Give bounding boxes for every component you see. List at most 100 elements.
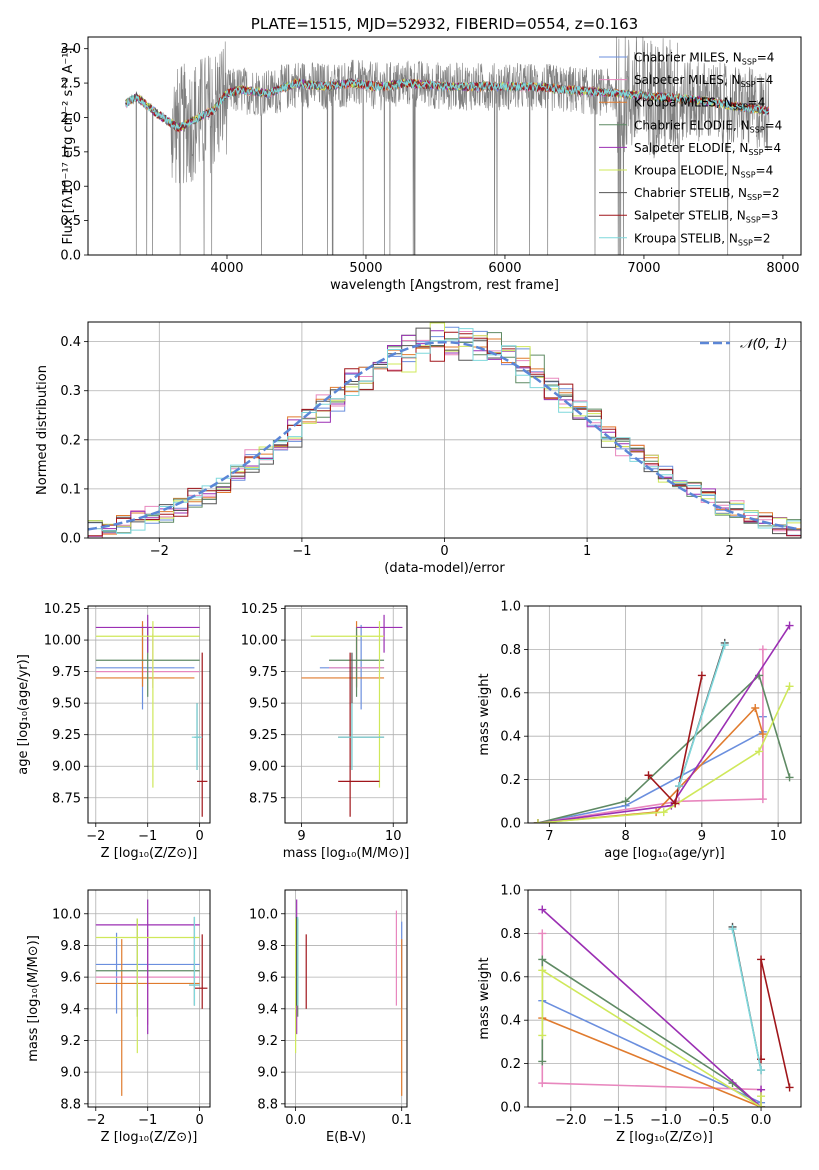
x-tick-label: 10 xyxy=(385,829,402,844)
axes-frame xyxy=(527,889,802,1108)
weight-marker xyxy=(538,966,547,975)
weight-marker xyxy=(757,1103,766,1107)
x-tick-label: 2 xyxy=(726,544,734,559)
legend-entry-subscript: SSP xyxy=(733,103,748,112)
y-tick-label: 10.0 xyxy=(52,907,81,922)
y-tick-label: 9.4 xyxy=(257,1002,278,1017)
y-tick-label: 9.75 xyxy=(249,665,278,680)
y-tick-label: 9.25 xyxy=(249,728,278,743)
x-tick-label: −1.0 xyxy=(650,1113,682,1128)
legend-entry-value: =4 xyxy=(765,118,783,132)
legend-entry-text: Salpeter ELODIE, N xyxy=(634,141,748,155)
y-tick-label: 0.0 xyxy=(500,1101,521,1116)
weight-marker xyxy=(755,747,764,756)
y-tick-label: 9.2 xyxy=(257,1034,278,1049)
weight-marker xyxy=(659,808,668,817)
y-tick-label: 10.25 xyxy=(44,602,81,617)
y-tick-label: 0.1 xyxy=(60,482,81,497)
weight-marker xyxy=(728,925,737,934)
x-tick-label: −2 xyxy=(86,1113,105,1128)
legend-entry-text: Salpeter STELIB, N xyxy=(634,209,746,223)
legend-entry-subscript: SSP xyxy=(746,216,761,225)
y-tick-label: 9.0 xyxy=(60,1066,81,1081)
weight-marker xyxy=(757,1092,766,1101)
legend-entry-subscript: SSP xyxy=(742,58,757,67)
grid-lines xyxy=(88,890,210,1107)
legend-entry-subscript: SSP xyxy=(741,171,756,180)
grid-lines xyxy=(528,605,801,824)
x-axis-label: E(B-V) xyxy=(326,1130,366,1145)
x-tick-label: −2 xyxy=(150,544,169,559)
x-axis-label: Z [log₁₀(Z/Z⊙)] xyxy=(616,1130,713,1145)
axes-frame xyxy=(527,605,802,824)
legend-entry: Salpeter ELODIE, NSSP=4 xyxy=(634,141,781,157)
mass-weight-vs-age-panel: 7 8 9 10 0.0 0.2 0.4 0.6 0.8 1.0 age [log₁₀(age/yr… xyxy=(477,600,802,861)
y-tick-label: 10.00 xyxy=(241,634,278,649)
weight-marker xyxy=(674,782,683,791)
legend-entry-value: =2 xyxy=(753,231,771,245)
weight-marker xyxy=(785,1083,794,1092)
plot-area xyxy=(533,621,794,823)
weight-marker xyxy=(751,703,760,712)
legend-entry: Kroupa STELIB, NSSP=2 xyxy=(634,231,771,247)
x-axis-label: (data-model)/error xyxy=(384,561,505,576)
legend-entry-text: Chabrier STELIB, N xyxy=(634,186,747,200)
weight-marker xyxy=(757,955,766,964)
gaussian-legend-label: 𝒩(0, 1) xyxy=(740,337,787,352)
mass-vs-metallicity-panel: −2 −1 0 8.8 9.0 9.2 9.4 9.6 9.8 10.0 Z [log₁₀(Z/Z⊙… xyxy=(26,889,211,1145)
legend-entry: Kroupa ELODIE, NSSP=4 xyxy=(634,164,773,180)
axes-frame xyxy=(87,889,211,1108)
y-tick-label: 9.6 xyxy=(257,971,278,986)
y-tick-label: 9.0 xyxy=(257,1066,278,1081)
y-tick-label: 2.5 xyxy=(60,77,81,92)
legend-entry-text: Salpeter MILES, N xyxy=(634,73,741,87)
x-tick-label: 6000 xyxy=(488,261,521,276)
weight-marker xyxy=(758,730,767,739)
plot-area xyxy=(95,899,208,1096)
x-tick-label: 10 xyxy=(770,829,787,844)
y-tick-label: 0.2 xyxy=(500,1057,521,1072)
y-tick-label: 0.8 xyxy=(500,643,521,658)
weight-marker xyxy=(538,955,547,964)
plot-area xyxy=(95,614,208,817)
legend-entry-value: =4 xyxy=(763,141,781,155)
weight-line xyxy=(537,673,791,823)
residual-histogram-panel: −2 −1 0 1 2 0.0 0.1 0.2 0.3 0.4 (data-model)/error… xyxy=(35,321,802,576)
x-tick-label: −2 xyxy=(86,829,105,844)
legend-entry-value: =4 xyxy=(756,164,774,178)
age-vs-mass-panel: 9 10 8.75 9.00 9.25 9.50 9.75 10.00 10.25 mass [l… xyxy=(241,602,409,861)
y-tick-label: 9.50 xyxy=(52,697,81,712)
x-tick-label: −1.5 xyxy=(603,1113,635,1128)
y-tick-label: 9.00 xyxy=(249,760,278,775)
y-tick-label: 9.6 xyxy=(60,971,81,986)
y-tick-label: 0.4 xyxy=(60,335,81,350)
weight-marker xyxy=(538,1057,547,1066)
x-tick-label: 0.0 xyxy=(285,1113,306,1128)
model-spectrum-line xyxy=(125,78,769,130)
axes-frame xyxy=(87,321,802,539)
y-tick-label: 1.0 xyxy=(500,884,521,899)
y-tick-label: 0.4 xyxy=(500,730,521,745)
y-tick-label: 3.0 xyxy=(60,42,81,57)
x-tick-label: 5000 xyxy=(349,261,382,276)
weight-marker xyxy=(758,795,767,804)
legend-entry-subscript: SSP xyxy=(738,238,753,247)
weight-marker xyxy=(720,641,729,650)
weight-line xyxy=(537,649,764,823)
weight-line xyxy=(541,1017,762,1107)
y-tick-label: 0.4 xyxy=(500,1014,521,1029)
weight-line xyxy=(541,908,762,1107)
legend-entry-subscript: SSP xyxy=(750,125,765,134)
plot-area xyxy=(538,905,794,1107)
weight-marker xyxy=(621,797,630,806)
weight-marker xyxy=(533,819,542,823)
y-tick-label: 0.0 xyxy=(500,817,521,832)
legend-entry-subscript: SSP xyxy=(747,193,762,202)
legend-entry-text: Chabrier ELODIE, N xyxy=(634,118,750,132)
spectrum-panel: 4000 5000 6000 7000 8000 0.0 0.5 1.0 1.5 2.0 2.5 3.… xyxy=(60,15,802,293)
weight-line xyxy=(537,685,791,823)
y-tick-label: 9.4 xyxy=(60,1002,81,1017)
chart-title: PLATE=1515, MJD=52932, FIBERID=0554, z=0… xyxy=(251,15,638,33)
y-tick-label: 9.75 xyxy=(52,665,81,680)
legend-entry-subscript: SSP xyxy=(748,148,763,157)
